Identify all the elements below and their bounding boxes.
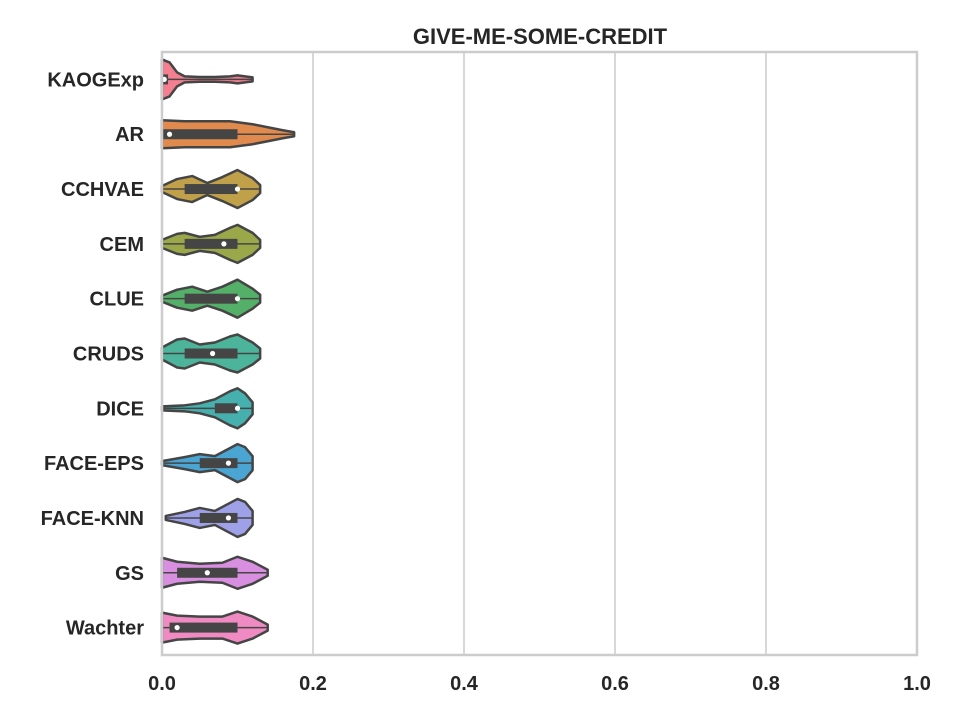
violin-iqr-box [199,458,238,469]
violin-dice [160,387,254,430]
violin-iqr-box [162,129,238,140]
violin-wachter [160,610,269,645]
violin-median-point [204,570,210,576]
y-tick-label: DICE [96,398,144,420]
chart-title: GIVE-ME-SOME-CREDIT [413,24,668,49]
violin-layer [160,58,296,645]
violin-median-point [234,405,241,411]
x-axis-ticks: 0.0 0.2 0.4 0.6 0.8 1.0 [148,673,931,695]
violin-iqr-box [184,238,238,249]
x-tick-label: 0.6 [601,673,629,695]
plot-frame [160,50,919,657]
y-tick-label: FACE-KNN [41,508,144,530]
x-tick-label: 0.2 [299,673,327,695]
violin-iqr-box [214,403,238,414]
violin-cchvae [160,168,262,210]
y-tick-label: CRUDS [73,344,144,366]
y-tick-label: CCHVAE [61,179,144,201]
y-tick-label: KAOGExp [47,69,144,91]
y-tick-label: Wachter [66,618,144,640]
x-tick-label: 1.0 [903,673,931,695]
violin-gs [160,555,269,591]
y-tick-label: FACE-EPS [44,453,144,475]
violin-kaogexp [160,58,254,101]
y-tick-label: AR [115,124,144,146]
violin-face-eps [160,442,254,484]
x-tick-label: 0.4 [450,673,479,695]
violin-iqr-box [169,622,238,633]
violin-median-point [174,624,180,631]
y-tick-label: CLUE [90,289,144,311]
violin-median-point [221,241,227,247]
violin-ar [160,118,296,150]
violin-median-point [225,515,232,521]
x-tick-label: 0.8 [752,673,780,695]
violin-median-point [234,296,241,302]
violin-cem [160,223,262,265]
y-tick-label: GS [115,563,144,585]
violin-cruds [160,333,262,374]
violin-iqr-box [199,512,238,523]
violin-face-knn [164,497,254,539]
violin-iqr-box [184,184,238,195]
violin-clue [160,278,262,319]
violin-median-point [209,350,216,357]
violin-median-point [234,186,241,192]
violin-median-point [225,460,232,466]
violin-median-point [166,131,173,137]
y-tick-label: CEM [100,234,144,256]
violin-iqr-box [184,293,238,304]
y-axis-ticks: KAOGExp AR CCHVAE CEM CLUE CRUDS DICE FACE-EPS F… [41,69,145,639]
x-tick-label: 0.0 [148,673,176,695]
grid-layer [312,52,767,655]
